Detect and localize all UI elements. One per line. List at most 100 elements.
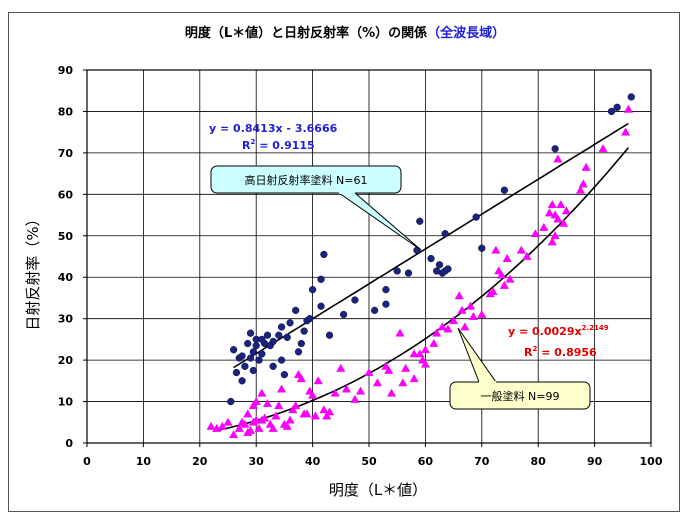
y-tick-label: 70 <box>58 147 74 160</box>
data-point-high-reflectance <box>297 339 305 348</box>
blue-r2-value: = 0.9115 <box>255 139 314 152</box>
data-point-general <box>621 127 631 136</box>
callout-general-text: 一般塗料 N=99 <box>481 389 560 403</box>
x-tick-label: 20 <box>192 455 208 468</box>
data-point-general <box>302 409 312 418</box>
data-point-general <box>308 390 318 399</box>
data-point-general <box>229 430 239 439</box>
data-point-general <box>322 411 332 420</box>
data-point-high-reflectance <box>249 348 258 356</box>
chart-title-main: 明度（L＊値）と日射反射率（%）の関係 <box>185 25 427 41</box>
red-r2-prefix: R <box>524 346 533 359</box>
data-point-general <box>443 324 453 333</box>
data-point-high-reflectance <box>393 267 401 275</box>
x-tick-label: 30 <box>249 455 265 468</box>
data-point-high-reflectance <box>227 397 235 406</box>
data-point-general <box>454 291 464 300</box>
y-axis-label: 日射反射率（%） <box>24 211 42 330</box>
data-point-general <box>623 104 633 113</box>
data-point-general <box>262 399 273 407</box>
y-tick-label: 20 <box>58 354 74 367</box>
y-tick-label: 30 <box>58 313 74 326</box>
y-axis-ticks: 0 10 20 30 40 50 60 70 80 90 <box>58 64 87 450</box>
data-point-high-reflectance <box>627 93 635 101</box>
data-point-general <box>530 229 540 238</box>
x-axis-ticks: 0 10 20 30 40 50 60 70 80 90 100 <box>83 443 663 468</box>
data-point-general <box>556 200 566 209</box>
data-point-general <box>468 311 478 320</box>
data-point-high-reflectance <box>444 265 452 273</box>
callout-high-box <box>210 165 402 194</box>
data-point-general <box>384 365 394 374</box>
data-point-general <box>223 417 233 426</box>
data-point-high-reflectance <box>300 327 308 335</box>
data-point-high-reflectance <box>306 315 314 323</box>
data-point-general <box>240 419 250 428</box>
data-point-high-reflectance <box>241 362 249 370</box>
data-point-high-reflectance <box>246 329 255 337</box>
x-tick-label: 10 <box>136 455 152 468</box>
data-point-high-reflectance <box>325 331 334 339</box>
data-point-high-reflectance <box>382 300 390 308</box>
callout-high-reflectance: 高日射反射率塗料 N=61 <box>210 165 422 251</box>
data-point-general <box>330 388 340 397</box>
data-point-general <box>488 287 498 296</box>
data-point-general <box>324 407 335 416</box>
data-point-high-reflectance <box>238 352 246 360</box>
x-tick-label: 0 <box>83 455 91 468</box>
data-point-high-reflectance <box>382 286 390 294</box>
data-point-high-reflectance <box>317 275 325 283</box>
data-point-high-reflectance <box>232 368 241 377</box>
series-general-paint <box>206 104 633 439</box>
data-point-general <box>277 384 287 393</box>
scatter-chart: 明度（L＊値）と日射反射率（%）の関係（全波長域） 0 10 20 30 40 50 60 7… <box>24 25 663 499</box>
data-point-general <box>550 231 560 240</box>
red-eq-exp: 2.2149 <box>582 324 609 332</box>
data-point-general <box>260 413 270 422</box>
data-point-high-reflectance <box>370 306 379 315</box>
data-point-general <box>212 423 222 432</box>
data-point-high-reflectance <box>275 331 283 339</box>
data-point-general <box>251 415 261 424</box>
data-point-high-reflectance <box>320 250 328 259</box>
data-point-general <box>355 386 366 395</box>
y-tick-label: 10 <box>58 396 74 409</box>
data-point-general <box>282 421 292 430</box>
y-tick-label: 40 <box>58 271 74 284</box>
data-point-general <box>561 206 571 215</box>
data-point-general <box>553 214 563 223</box>
data-point-general <box>449 316 459 325</box>
data-point-general <box>313 376 323 385</box>
data-point-high-reflectance <box>478 244 486 252</box>
data-point-high-reflectance <box>472 213 480 221</box>
data-point-high-reflectance <box>292 306 300 315</box>
data-point-general <box>499 280 509 289</box>
data-point-general <box>409 349 419 358</box>
data-point-general <box>496 270 507 279</box>
data-point-high-reflectance <box>249 366 258 375</box>
data-point-general <box>251 396 261 405</box>
data-point-high-reflectance <box>351 296 359 304</box>
callout-general: 一般塗料 N=99 <box>449 327 591 410</box>
callout-high-text: 高日射反射率塗料 N=61 <box>245 173 368 187</box>
data-point-general <box>243 409 253 418</box>
data-point-general <box>288 405 298 414</box>
data-point-general <box>387 388 397 397</box>
blue-r2-prefix: R <box>242 139 251 152</box>
data-point-general <box>581 162 591 171</box>
data-point-general <box>234 423 244 432</box>
data-point-high-reflectance <box>339 310 348 319</box>
data-point-high-reflectance <box>308 286 317 294</box>
trend-lines <box>213 122 630 432</box>
x-tick-label: 70 <box>474 455 490 468</box>
data-point-high-reflectance <box>500 186 509 194</box>
data-point-general <box>505 274 515 283</box>
data-point-high-reflectance <box>283 333 291 341</box>
data-point-general <box>336 363 346 372</box>
data-point-general <box>502 253 512 262</box>
data-point-general <box>310 411 320 420</box>
data-point-high-reflectance <box>258 350 266 358</box>
data-point-general <box>398 378 408 387</box>
series-high-reflectance-paint <box>227 93 635 406</box>
data-point-high-reflectance <box>416 217 424 225</box>
